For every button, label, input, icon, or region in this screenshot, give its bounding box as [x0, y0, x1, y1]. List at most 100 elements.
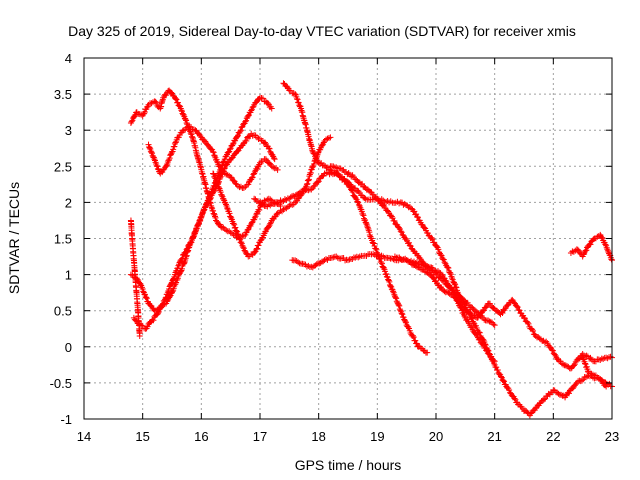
- data-point: [604, 246, 611, 253]
- data-point: [210, 170, 217, 177]
- data-point: [142, 294, 149, 301]
- data-point: [485, 317, 492, 324]
- y-tick-label: 2: [65, 195, 72, 210]
- data-point: [604, 355, 611, 362]
- data-point: [490, 321, 497, 328]
- data-point: [327, 134, 334, 141]
- data-point: [320, 162, 327, 169]
- data-point: [579, 377, 586, 384]
- data-point: [253, 211, 260, 218]
- data-point: [491, 322, 498, 329]
- data-point: [406, 242, 413, 249]
- data-point: [172, 95, 179, 102]
- data-point: [237, 127, 244, 134]
- data-point: [175, 262, 182, 269]
- data-point: [234, 230, 241, 237]
- data-point: [154, 165, 161, 172]
- data-point: [240, 244, 247, 251]
- data-point: [386, 278, 393, 285]
- data-point: [363, 220, 370, 227]
- data-point: [170, 276, 177, 283]
- data-point: [603, 354, 610, 361]
- data-point: [240, 185, 247, 192]
- series-arc-12: [579, 354, 610, 390]
- data-point: [570, 362, 577, 369]
- data-point: [525, 320, 532, 327]
- data-point: [166, 155, 173, 162]
- data-point: [370, 240, 377, 247]
- data-point: [412, 260, 419, 267]
- data-point: [268, 105, 275, 112]
- data-point: [222, 162, 229, 169]
- data-point: [536, 335, 543, 342]
- data-point: [155, 310, 162, 317]
- data-point: [238, 124, 245, 131]
- data-point: [127, 119, 134, 126]
- data-point: [516, 307, 523, 314]
- y-tick-label: 1: [65, 268, 72, 283]
- data-point: [440, 277, 447, 284]
- data-point: [229, 142, 236, 149]
- data-point: [480, 307, 487, 314]
- data-point: [188, 236, 195, 243]
- data-point: [143, 294, 150, 301]
- data-point: [223, 227, 230, 234]
- data-point: [500, 377, 507, 384]
- data-point: [240, 233, 247, 240]
- data-point: [136, 332, 143, 339]
- data-point: [150, 317, 157, 324]
- data-point: [482, 304, 489, 311]
- data-point: [548, 346, 555, 353]
- data-point: [435, 246, 442, 253]
- data-point: [143, 295, 150, 302]
- data-point: [179, 255, 186, 262]
- data-point: [481, 316, 488, 323]
- data-point: [295, 259, 302, 266]
- data-point: [355, 254, 362, 261]
- data-point: [413, 340, 420, 347]
- data-point: [255, 242, 262, 249]
- data-point: [251, 248, 258, 255]
- data-point: [253, 99, 260, 106]
- data-point: [431, 239, 438, 246]
- data-point: [128, 118, 135, 125]
- data-point: [383, 198, 390, 205]
- data-point: [396, 306, 403, 313]
- data-point: [210, 149, 217, 156]
- data-point: [458, 307, 465, 314]
- data-point: [226, 146, 233, 153]
- data-point: [587, 241, 594, 248]
- data-point: [240, 121, 247, 128]
- data-point: [315, 178, 322, 185]
- data-point: [378, 260, 385, 267]
- data-point: [521, 315, 528, 322]
- data-point: [207, 195, 214, 202]
- data-point: [157, 305, 164, 312]
- series-arc-11: [567, 231, 615, 264]
- data-point: [369, 239, 376, 246]
- chart-title: Day 325 of 2019, Sidereal Day-to-day VTE…: [68, 23, 576, 39]
- data-point: [582, 361, 589, 368]
- data-point: [296, 189, 303, 196]
- data-point: [232, 224, 239, 231]
- data-point: [187, 130, 194, 137]
- y-tick-label: -0.5: [50, 376, 72, 391]
- data-point: [249, 174, 256, 181]
- data-point: [151, 156, 158, 163]
- data-point: [506, 386, 513, 393]
- data-point: [204, 200, 211, 207]
- data-point: [239, 242, 246, 249]
- data-point: [163, 294, 170, 301]
- series-arc-9: [391, 253, 498, 365]
- data-point: [290, 192, 297, 199]
- grid-lines: [84, 58, 612, 419]
- data-point: [359, 210, 366, 217]
- data-point: [412, 337, 419, 344]
- data-point: [218, 171, 225, 178]
- data-point: [490, 357, 497, 364]
- data-point: [411, 258, 417, 265]
- data-point: [409, 332, 416, 339]
- data-point: [515, 306, 522, 313]
- data-point: [174, 99, 181, 106]
- data-point: [265, 223, 272, 230]
